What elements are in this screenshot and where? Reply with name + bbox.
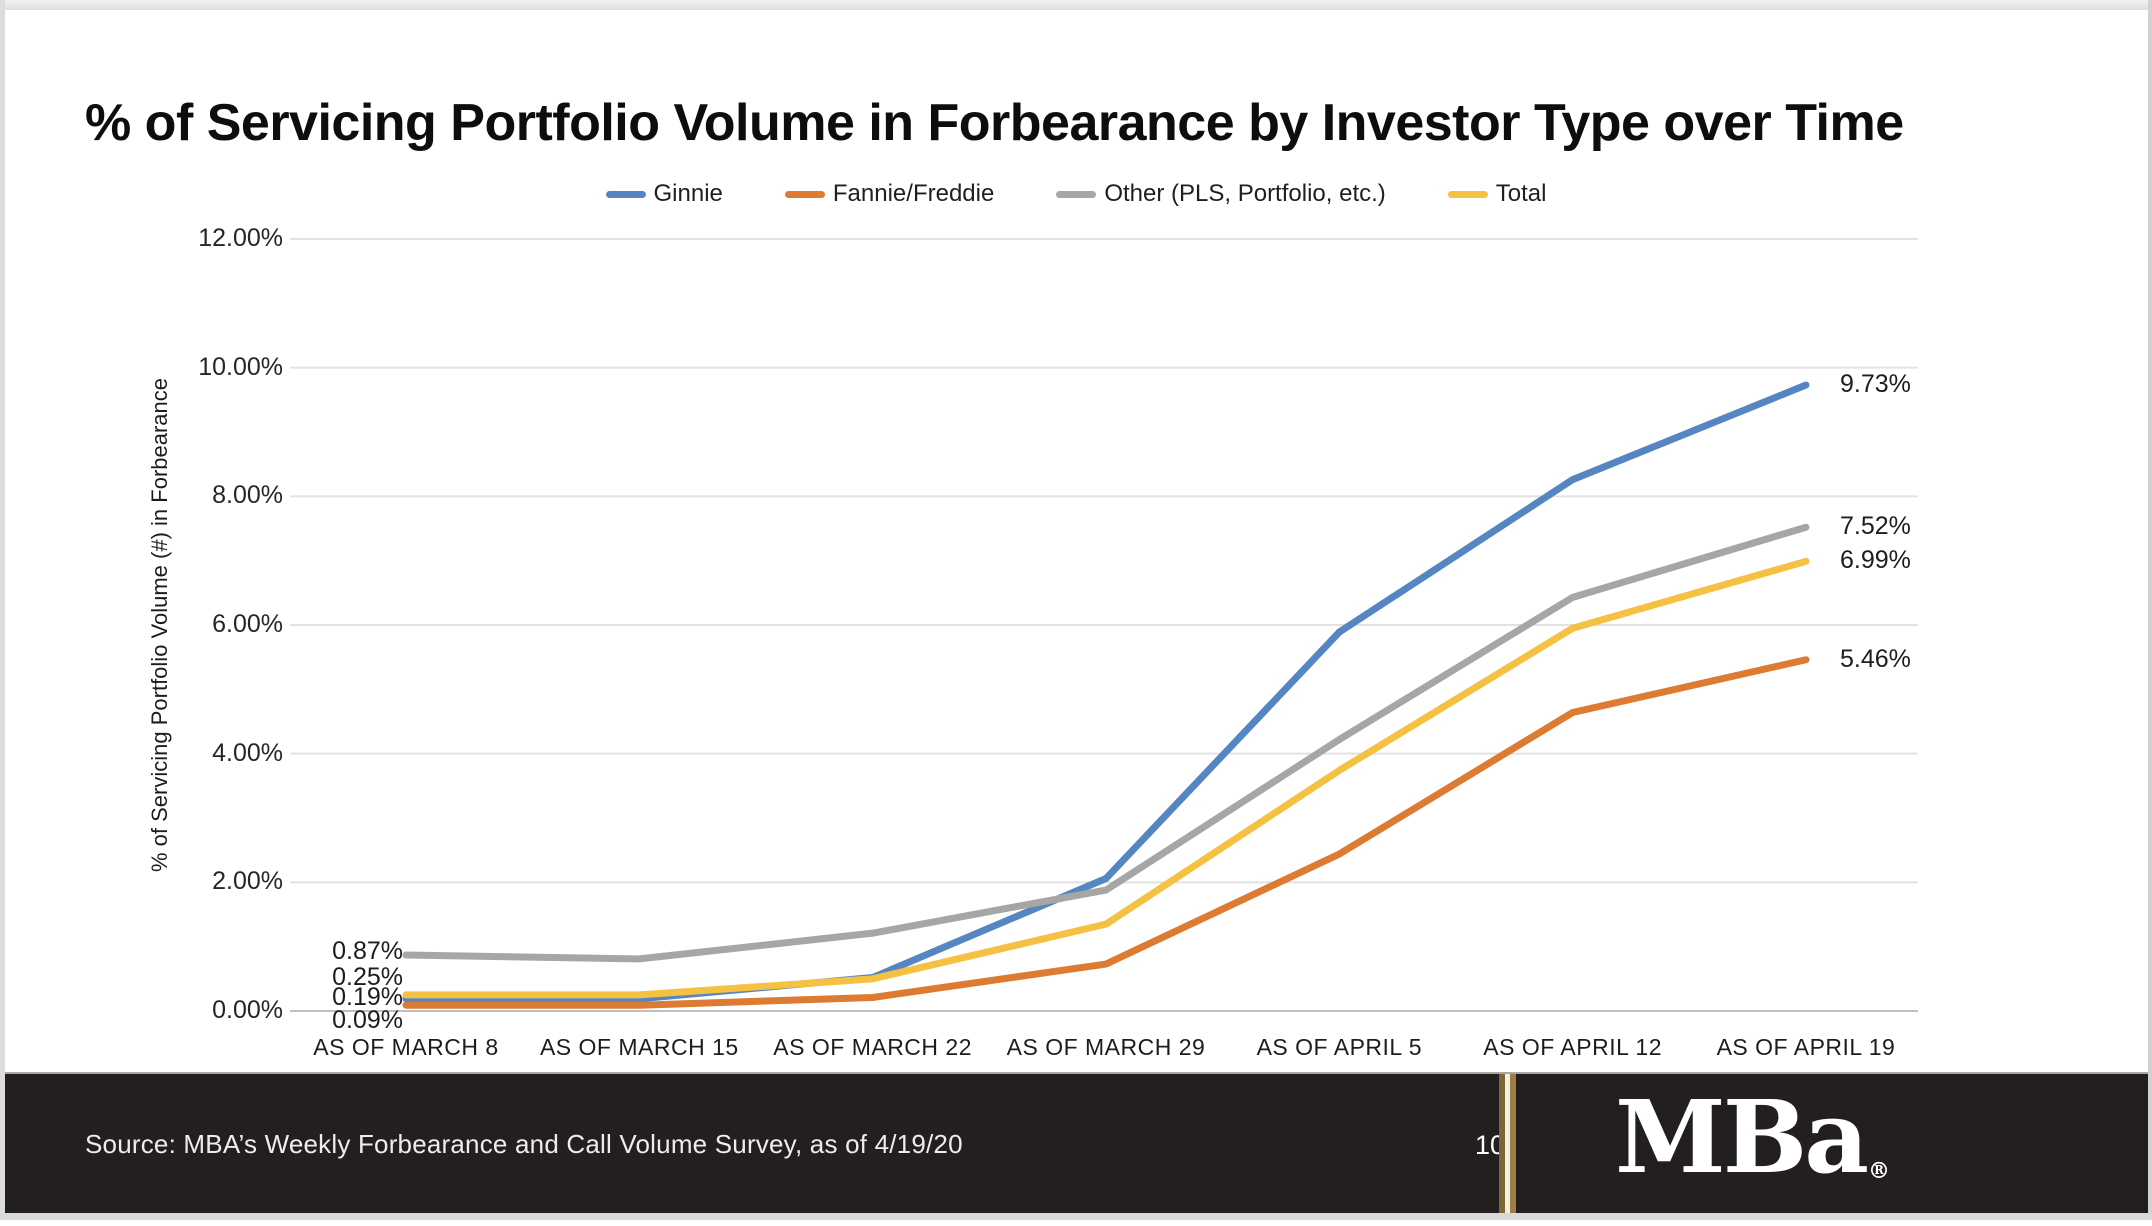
y-tick-label: 4.00%: [212, 738, 283, 767]
x-category-label: AS OF MARCH 8: [313, 1034, 499, 1060]
series-line-ginnie: [402, 381, 1810, 1003]
source-note: Source: MBA’s Weekly Forbearance and Cal…: [85, 1129, 963, 1159]
x-category-label: AS OF APRIL 12: [1483, 1034, 1662, 1060]
footer-bar: Source: MBA’s Weekly Forbearance and Cal…: [0, 1072, 2152, 1213]
legend-item: Total: [1447, 180, 1547, 208]
legend-label: Fannie/Freddie: [832, 180, 995, 207]
chart-legend: Ginnie Fannie/Freddie Other (PLS, Portfoli…: [0, 174, 2152, 214]
mba-logo-text: MBa: [1615, 1078, 1869, 1196]
cream-stripe: [1505, 1074, 1510, 1213]
y-tick-label: 2.00%: [212, 867, 283, 896]
point-label-left: 0.19%: [332, 983, 403, 1011]
point-label-right: 7.52%: [1840, 512, 1911, 541]
x-category-label: AS OF MARCH 29: [1006, 1034, 1206, 1060]
mba-logo: MBa®: [1615, 1082, 1890, 1226]
point-label-right: 5.46%: [1840, 644, 1911, 673]
point-label-right: 6.99%: [1840, 546, 1911, 575]
window-edge-right: [2148, 0, 2152, 1220]
window-edge-bottom: [0, 1213, 2152, 1220]
point-label-right: 9.73%: [1840, 370, 1911, 399]
series-line-total: [402, 557, 1810, 999]
x-category-label: AS OF APRIL 19: [1716, 1034, 1896, 1060]
y-tick-label: 10.00%: [198, 352, 283, 381]
chart-title: % of Servicing Portfolio Volume in Forbe…: [85, 93, 1904, 152]
legend-label: Other (PLS, Portfolio, etc.): [1104, 180, 1386, 207]
gold-stripe: [1510, 1074, 1516, 1213]
point-label-left: 0.87%: [332, 937, 403, 965]
gold-stripe: [1499, 1074, 1505, 1213]
x-category-label: AS OF MARCH 15: [539, 1034, 739, 1060]
window-edge-left: [0, 0, 5, 1220]
legend-swatch-icon: [1447, 190, 1488, 198]
legend-swatch-icon: [605, 190, 646, 198]
legend-label: Total: [1495, 180, 1547, 207]
point-label-left: 0.25%: [332, 963, 403, 991]
window-edge-top: [0, 0, 2152, 10]
y-tick-label: 0.00%: [212, 996, 283, 1024]
y-tick-label: 6.00%: [212, 610, 283, 638]
registered-mark-icon: ®: [1868, 1158, 1891, 1184]
y-tick-label: 12.00%: [198, 224, 283, 252]
point-label-left: 0.09%: [332, 1006, 403, 1034]
x-category-label: AS OF MARCH 22: [773, 1034, 973, 1060]
legend-swatch-icon: [1056, 190, 1097, 198]
x-category-label: AS OF APRIL 5: [1256, 1034, 1423, 1060]
gold-separator: [1499, 1074, 1516, 1213]
y-tick-label: 8.00%: [212, 481, 283, 510]
page-number: 10: [1474, 1130, 1506, 1160]
legend-item: Ginnie: [605, 180, 723, 208]
series-line-other-pls-portfolio-etc: [402, 523, 1810, 963]
legend-item: Fannie/Freddie: [784, 180, 995, 208]
series-line-fannie-freddie: [402, 656, 1810, 1009]
y-axis-title: % of Servicing Portfolio Volume (#) in F…: [147, 377, 172, 873]
legend-label: Ginnie: [653, 180, 723, 207]
legend-item: Other (PLS, Portfolio, etc.): [1056, 180, 1386, 208]
legend-swatch-icon: [784, 190, 825, 198]
